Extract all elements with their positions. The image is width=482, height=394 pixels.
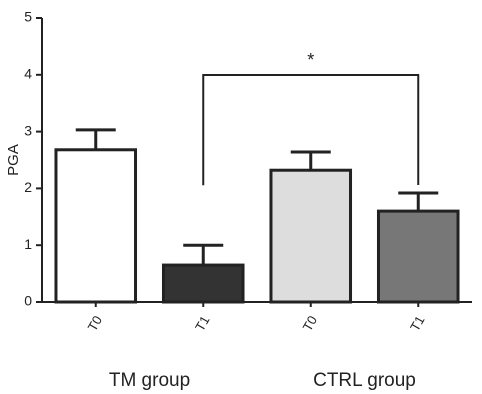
bar <box>269 168 353 304</box>
group-label: TM group <box>109 370 190 391</box>
bar <box>376 209 460 304</box>
x-tick-label: T0 <box>300 313 321 334</box>
y-tick-label: 4 <box>24 66 32 82</box>
x-tick-label: T1 <box>192 313 213 334</box>
y-tick-label: 1 <box>24 236 32 252</box>
y-axis-label: PGA <box>5 144 22 176</box>
significance-label: * <box>307 50 314 70</box>
group-label: CTRL group <box>313 370 416 391</box>
x-tick-label: T0 <box>85 313 106 334</box>
significance-bracket <box>202 74 420 186</box>
y-tick-label: 0 <box>24 293 32 309</box>
x-tick-label: T1 <box>407 313 428 334</box>
y-tick-label: 3 <box>24 122 32 138</box>
bar <box>54 148 138 304</box>
y-tick-label: 5 <box>24 9 32 25</box>
y-tick-label: 2 <box>24 179 32 195</box>
bar <box>161 263 245 304</box>
